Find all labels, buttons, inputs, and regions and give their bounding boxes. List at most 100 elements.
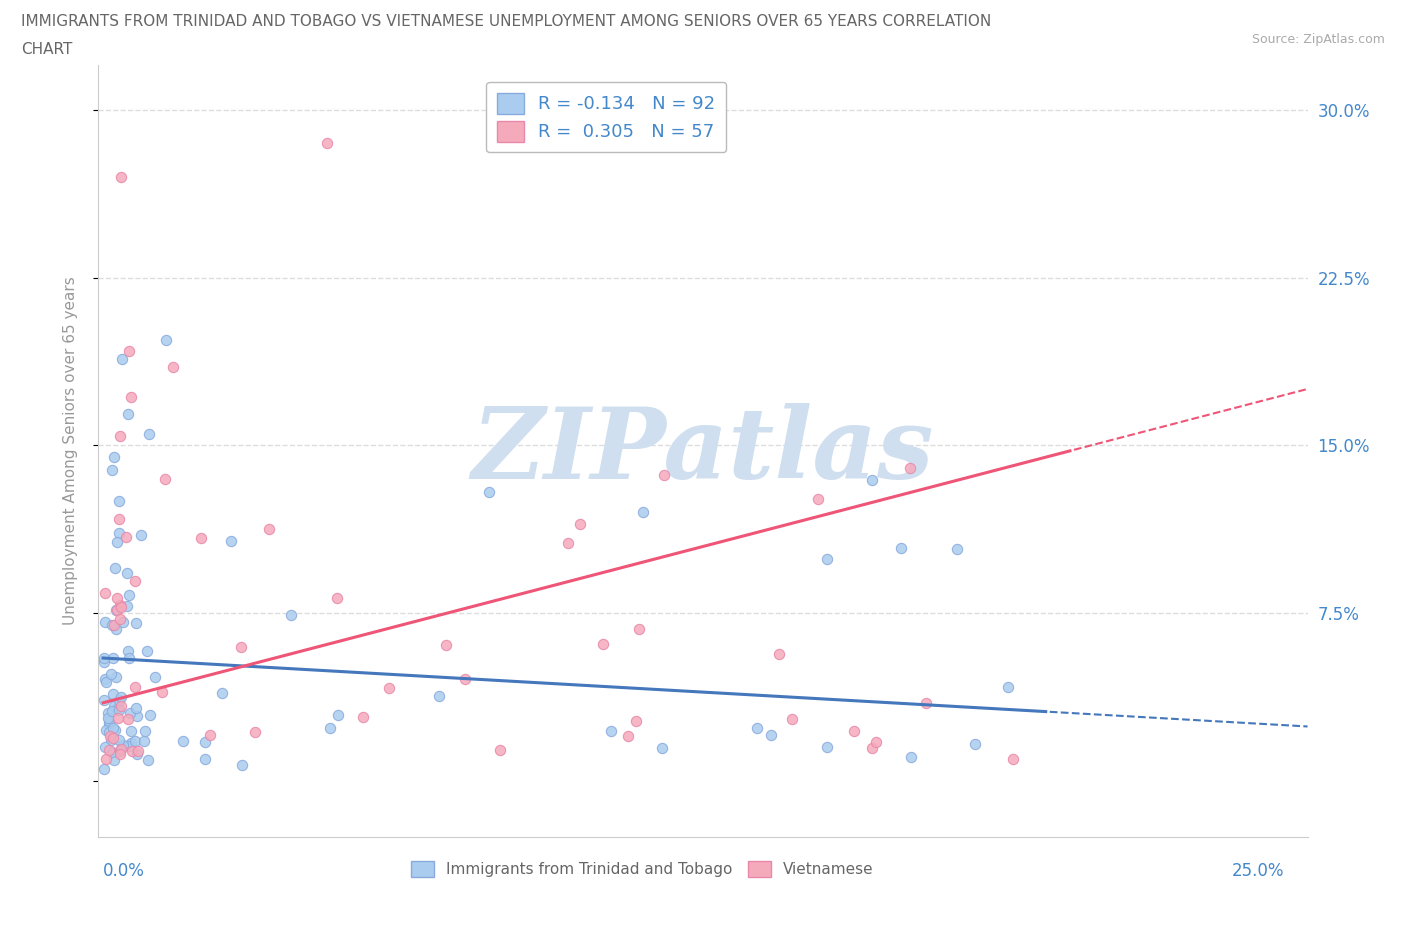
Point <box>115 565 138 580</box>
Point <box>117 406 139 421</box>
Point <box>93 762 115 777</box>
Point <box>97 705 120 720</box>
Y-axis label: Unemployment Among Seniors over 65 years: Unemployment Among Seniors over 65 years <box>63 277 77 625</box>
Point <box>434 637 457 652</box>
Point <box>100 733 122 748</box>
Point <box>198 727 221 742</box>
Point <box>257 522 280 537</box>
Point <box>865 735 887 750</box>
Point <box>190 531 212 546</box>
Point <box>93 671 115 686</box>
Point <box>108 494 131 509</box>
Point <box>94 586 117 601</box>
Point <box>108 512 131 526</box>
Point <box>94 674 117 689</box>
Point <box>131 528 153 543</box>
Point <box>96 723 118 737</box>
Point <box>963 737 986 751</box>
Point <box>117 711 139 726</box>
Point <box>118 588 141 603</box>
Point <box>162 360 184 375</box>
Point <box>111 351 134 365</box>
Point <box>100 667 122 682</box>
Text: 0.0%: 0.0% <box>103 862 145 881</box>
Point <box>107 591 129 605</box>
Point <box>104 561 127 576</box>
Point <box>124 734 146 749</box>
Text: CHART: CHART <box>21 42 73 57</box>
Point <box>120 390 142 405</box>
Point <box>997 679 1019 694</box>
Point <box>108 525 131 540</box>
Point <box>105 535 128 550</box>
Point <box>94 751 117 766</box>
Point <box>427 688 450 703</box>
Point <box>121 744 143 759</box>
Point <box>231 758 253 773</box>
Point <box>557 535 579 550</box>
Point <box>352 710 374 724</box>
Point <box>97 711 120 726</box>
Point <box>153 472 176 486</box>
Point <box>103 698 125 713</box>
Point <box>105 670 128 684</box>
Point <box>110 698 132 713</box>
Point <box>745 721 768 736</box>
Point <box>229 639 252 654</box>
Point <box>124 680 146 695</box>
Point <box>108 747 131 762</box>
Point <box>100 745 122 760</box>
Point <box>152 685 174 700</box>
Point <box>815 551 838 566</box>
Text: Source: ZipAtlas.com: Source: ZipAtlas.com <box>1251 33 1385 46</box>
Point <box>117 644 139 658</box>
Point <box>111 738 134 753</box>
Point <box>108 612 131 627</box>
Point <box>93 693 115 708</box>
Point <box>110 600 132 615</box>
Point <box>124 574 146 589</box>
Point <box>946 541 969 556</box>
Point <box>280 608 302 623</box>
Point <box>768 646 790 661</box>
Text: 25.0%: 25.0% <box>1232 862 1284 881</box>
Text: ZIPatlas: ZIPatlas <box>472 403 934 499</box>
Point <box>93 651 115 666</box>
Point <box>127 709 149 724</box>
Point <box>316 136 339 151</box>
Point <box>107 711 129 725</box>
Point <box>378 681 401 696</box>
Point <box>110 689 132 704</box>
Point <box>143 670 166 684</box>
Point <box>97 717 120 732</box>
Point <box>219 534 242 549</box>
Point <box>110 429 132 444</box>
Point <box>211 686 233 701</box>
Point <box>103 752 125 767</box>
Point <box>103 618 125 632</box>
Point <box>127 747 149 762</box>
Point <box>139 707 162 722</box>
Point <box>633 505 655 520</box>
Point <box>110 169 132 184</box>
Point <box>569 516 592 531</box>
Point <box>134 724 156 738</box>
Point <box>118 738 141 753</box>
Point <box>105 603 128 618</box>
Point <box>243 724 266 739</box>
Point <box>100 703 122 718</box>
Point <box>135 644 157 658</box>
Point <box>101 618 124 632</box>
Point <box>118 343 141 358</box>
Point <box>815 739 838 754</box>
Point <box>98 742 121 757</box>
Point <box>108 733 131 748</box>
Point <box>807 492 830 507</box>
Text: IMMIGRANTS FROM TRINIDAD AND TOBAGO VS VIETNAMESE UNEMPLOYMENT AMONG SENIORS OVE: IMMIGRANTS FROM TRINIDAD AND TOBAGO VS V… <box>21 14 991 29</box>
Point <box>104 723 127 737</box>
Point <box>860 472 883 487</box>
Point <box>617 729 640 744</box>
Point <box>136 752 159 767</box>
Point <box>115 598 138 613</box>
Point <box>105 603 128 618</box>
